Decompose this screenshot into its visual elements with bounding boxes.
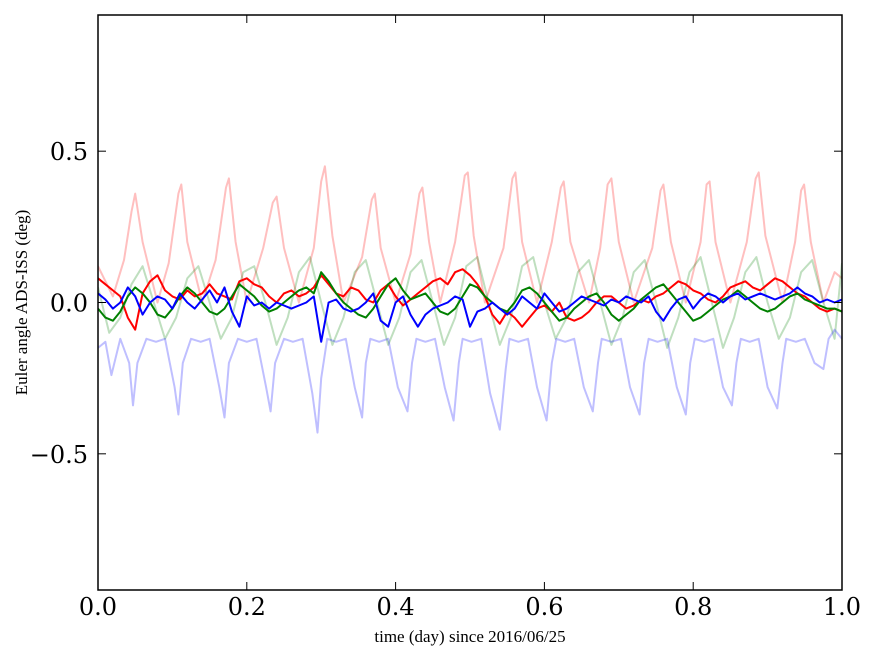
x-tick-label: 0.8 [674, 593, 712, 621]
x-tick-label: 0.2 [228, 593, 266, 621]
series-line-6 [98, 286, 842, 343]
x-tick-label: 0.4 [377, 593, 415, 621]
series-line-4 [98, 268, 842, 331]
ticks-layer: 0.0 0.2 0.4 0.6 0.8 1.0 −0.5 0.0 0.5 [30, 15, 861, 621]
series-line-1 [98, 165, 842, 304]
x-tick-label: 1.0 [823, 593, 861, 621]
series-layer [98, 165, 842, 434]
y-tick-label: −0.5 [30, 441, 88, 469]
x-tick-label: 0.6 [525, 593, 563, 621]
y-tick-label: 0.0 [50, 290, 88, 318]
y-tick-label: 0.5 [50, 138, 88, 166]
series-line-5 [98, 271, 842, 322]
x-tick-label: 0.0 [79, 593, 117, 621]
series-line-2 [98, 256, 842, 349]
series-line-3 [98, 328, 842, 434]
y-axis-label: Euler angle ADS-ISS (deg) [12, 210, 31, 396]
x-axis-label: time (day) since 2016/06/25 [374, 627, 565, 646]
